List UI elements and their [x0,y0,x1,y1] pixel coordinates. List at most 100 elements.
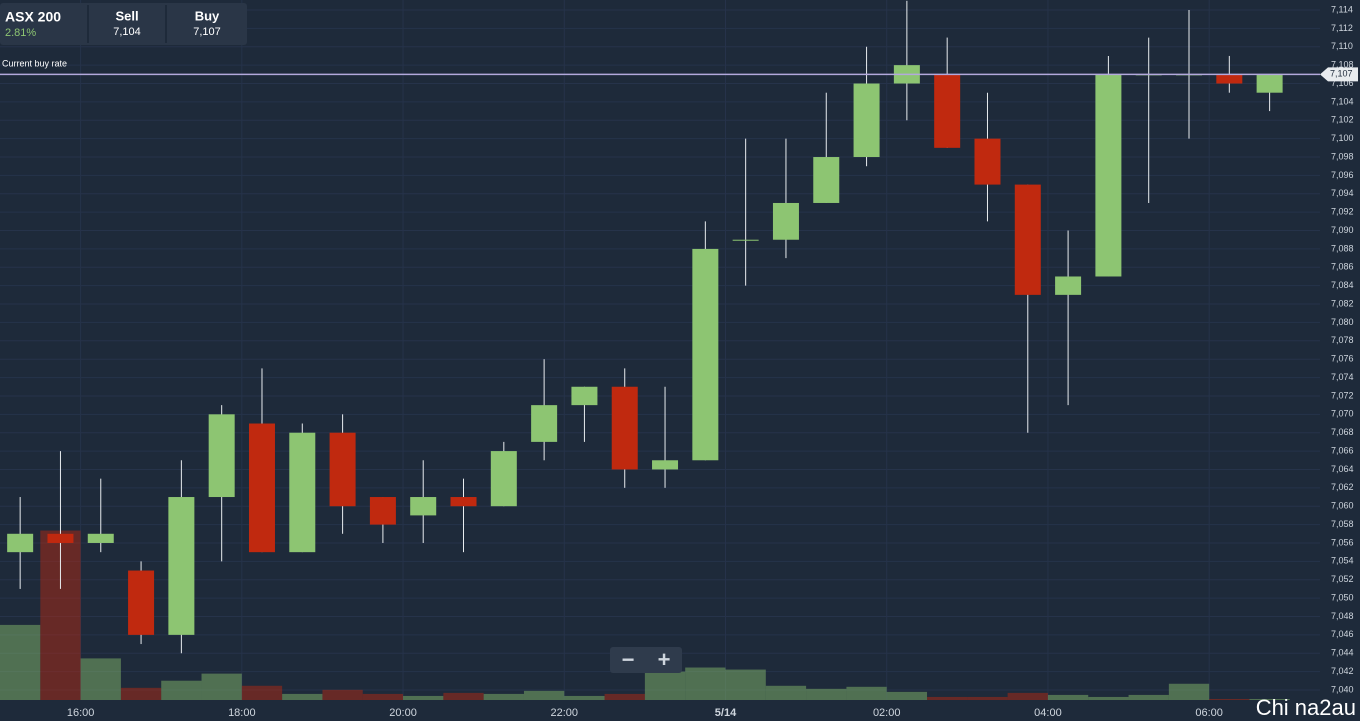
candle-body [1256,74,1283,93]
zoom-in[interactable]: + [658,647,671,672]
buy-price: 7,107 [193,26,221,38]
candle-body [7,533,34,553]
candle-body [571,386,598,406]
y-tick-label: 7,072 [1331,390,1354,400]
sell-price: 7,104 [113,26,141,38]
volume-bar [806,688,847,700]
candle-body [1095,74,1122,277]
candle-body [1014,184,1041,295]
candle-body [490,451,517,507]
y-tick-label: 7,088 [1331,243,1354,253]
y-tick-label: 7,070 [1331,409,1354,419]
candle-body [450,497,477,507]
volume-bar [765,685,807,700]
candle-body [248,423,275,553]
current-rate-tag-bg [1320,67,1358,82]
watermark: Chi na2au [1256,695,1356,720]
volume-bar [846,686,887,700]
volume-bar [564,695,605,700]
y-tick-label: 7,064 [1331,464,1354,474]
candle-body [772,202,799,240]
y-tick-label: 7,094 [1331,188,1354,198]
y-tick-label: 7,050 [1331,592,1354,602]
volume-bar [523,690,565,700]
zoom-out[interactable]: − [622,647,635,672]
y-tick-label: 7,096 [1331,170,1354,180]
y-tick-label: 7,060 [1331,501,1354,511]
y-tick-label: 7,108 [1331,60,1354,70]
y-tick-label: 7,110 [1331,41,1353,51]
candle-body [47,533,74,543]
volume-bar [282,693,323,700]
x-tick-label: 22:00 [551,707,579,719]
candle-body [652,460,679,470]
y-tick-label: 7,104 [1331,96,1354,106]
y-tick-label: 7,042 [1331,666,1354,676]
y-tick-label: 7,114 [1331,4,1353,14]
candle-body [208,414,235,498]
volume [0,530,1290,700]
y-tick-label: 7,102 [1331,115,1354,125]
y-tick-label: 7,098 [1331,151,1354,161]
x-tick-label: 5/14 [715,707,737,719]
volume-bar [685,667,726,700]
candle-body [974,138,1001,185]
volume-bar [927,696,968,700]
y-tick-label: 7,056 [1331,537,1354,547]
volume-bar [483,693,524,700]
candle-body [813,157,840,203]
x-tick-label: 04:00 [1034,707,1062,719]
y-tick-label: 7,106 [1331,78,1354,88]
zoom-bg [610,647,682,673]
y-tick-label: 7,076 [1331,354,1354,364]
y-tick-label: 7,048 [1331,611,1354,621]
change: 2.81% [5,27,36,39]
x-tick-label: 06:00 [1195,707,1223,719]
x-tick-label: 16:00 [67,707,95,719]
volume-bar [644,671,686,700]
volume-bar [362,693,404,700]
candle-body [692,248,719,461]
volume-bar [80,658,121,700]
y-tick-label: 7,078 [1331,335,1354,345]
axis-bg [1320,0,1360,721]
candle-body [168,497,195,635]
volume-bar [322,689,363,700]
candle-body [410,497,437,516]
sell-label: Sell [115,8,138,23]
volume-bar [241,685,283,700]
volume-bar [161,680,202,700]
y-tick-label: 7,052 [1331,574,1354,584]
candle-body [369,497,396,525]
x-tick-label: 20:00 [389,707,417,719]
y-tick-label: 7,062 [1331,482,1354,492]
y-tick-label: 7,066 [1331,445,1354,455]
candle-body [611,386,638,470]
current-rate-label: Current buy rate [2,59,67,69]
volume-bar [967,696,1008,700]
volume-bar [1007,692,1048,700]
candle-body [732,239,759,241]
volume-bar [1128,694,1169,700]
volume-bar [725,669,766,700]
candle-body [1055,276,1082,295]
symbol: ASX 200 [5,9,61,25]
y-tick-label: 7,086 [1331,262,1354,272]
candle-body [87,533,114,543]
y-tick-label: 7,044 [1331,648,1354,658]
y-tick-label: 7,046 [1331,629,1354,639]
info-panel: ASX 200 2.81% Sell 7,104 Buy 7,107 [0,3,247,45]
buy-label: Buy [195,8,220,23]
y-tick-label: 7,084 [1331,280,1354,290]
candle-body [329,432,356,507]
candle-body [531,405,558,442]
candle-body [1216,74,1243,84]
y-tick-label: 7,100 [1331,133,1354,143]
x-tick-label: 18:00 [228,707,256,719]
y-tick-label: 7,058 [1331,519,1354,529]
volume-bar [403,695,444,700]
volume-bar [0,624,41,700]
